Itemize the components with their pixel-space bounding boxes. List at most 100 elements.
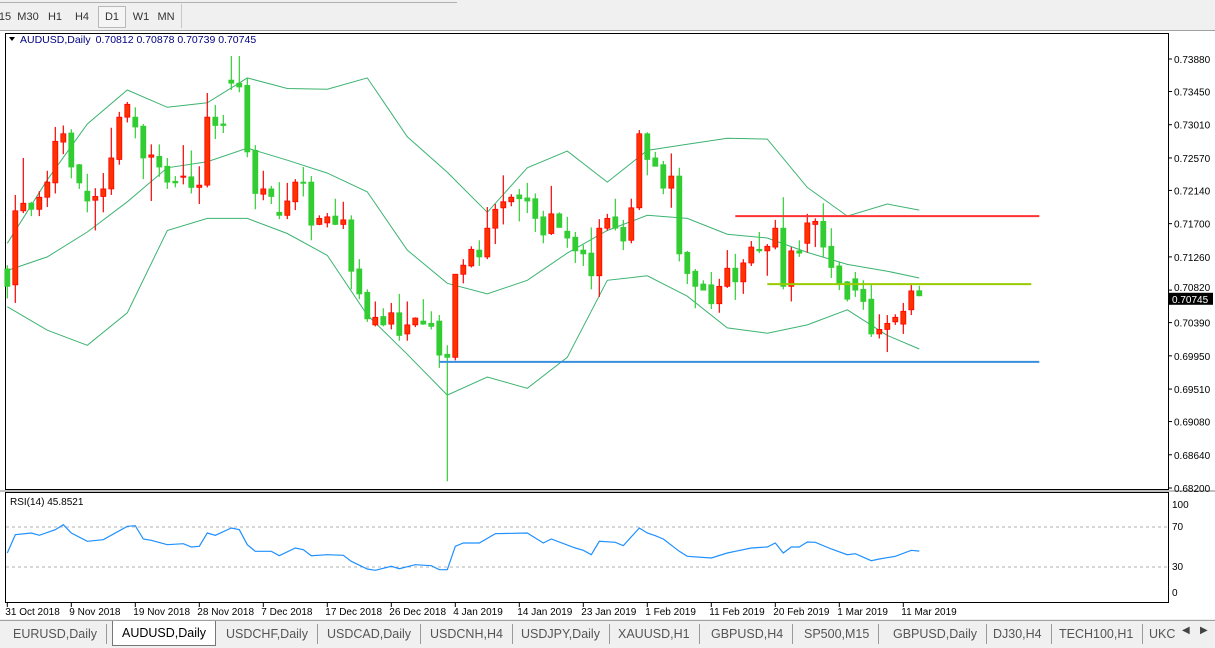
chart-tab[interactable]: AUDUSD,Daily <box>112 621 217 646</box>
candle-bearish <box>164 157 171 189</box>
candle-bearish <box>356 259 363 300</box>
timeframe-w1[interactable]: W1 <box>132 11 150 23</box>
chart-tab[interactable]: UKC <box>1149 627 1176 641</box>
chart-tab[interactable]: USDCAD,Daily <box>318 624 422 644</box>
candle-body <box>868 298 875 335</box>
candle-body <box>76 164 83 184</box>
candle-bearish <box>652 151 659 167</box>
timeframe-h1[interactable]: H1 <box>47 11 63 23</box>
candle-body <box>252 149 259 194</box>
date-tick-label: 7 Dec 2018 <box>261 607 313 618</box>
candle-bullish <box>492 204 499 245</box>
chart-tab[interactable]: USDCHF,Daily <box>217 624 318 644</box>
candle-bullish <box>468 246 475 268</box>
candle-body <box>820 220 827 248</box>
chart-tab[interactable]: EURUSD,Daily <box>4 624 108 644</box>
candle-bearish <box>796 240 803 257</box>
candle-body <box>860 288 867 302</box>
candle-bullish <box>484 207 491 260</box>
candle-body <box>508 196 515 203</box>
candle-body <box>748 246 755 264</box>
chart-tab[interactable]: TECH100,H1 <box>1050 624 1144 644</box>
ohlc-values: 0.70812 0.70878 0.70739 0.70745 <box>96 34 257 46</box>
timeframe-h4[interactable]: H4 <box>74 11 90 23</box>
candle-bearish <box>588 227 595 290</box>
candle-body <box>884 322 891 330</box>
candle-body <box>380 316 387 326</box>
price-tick-label: 0.69510 <box>1174 385 1211 396</box>
arrow-right-icon[interactable]: ▶ <box>1200 625 1208 636</box>
candle-bullish <box>804 213 811 253</box>
candle-bearish <box>300 167 307 197</box>
candle-bullish <box>876 314 883 339</box>
candle-bearish <box>188 150 195 194</box>
candle-body <box>764 245 771 252</box>
candle-body <box>620 227 627 242</box>
candle-bullish <box>628 198 635 244</box>
chart-window[interactable]: 0.73880 0.73450 0.73010 0.72570 0.72140 0.717… <box>0 31 1215 619</box>
candle-body <box>268 188 275 197</box>
candle-body <box>900 310 907 325</box>
arrow-left-icon[interactable]: ◀ <box>1182 625 1190 636</box>
candle-bullish <box>900 302 907 334</box>
toolbar-top-border <box>0 0 457 3</box>
triangle-down-icon[interactable] <box>9 37 15 41</box>
price-tick-label: 0.68640 <box>1174 451 1211 462</box>
candle-bearish <box>268 185 275 205</box>
price-tick-label: 0.73880 <box>1174 55 1211 66</box>
candle-bullish <box>124 102 131 123</box>
candle-body <box>532 198 539 219</box>
candle-body <box>188 176 195 188</box>
chart-canvas[interactable]: 0.73880 0.73450 0.73010 0.72570 0.72140 0.717… <box>0 31 1215 619</box>
date-tick-label: 23 Jan 2019 <box>581 607 636 618</box>
candle-body <box>916 290 923 297</box>
candle-bullish <box>452 273 459 361</box>
chart-tab[interactable]: GBPUSD,Daily <box>884 624 988 644</box>
candle-body <box>108 157 115 190</box>
timeframe-mn[interactable]: MN <box>157 11 175 23</box>
candle-bullish <box>716 278 723 313</box>
candle-bearish <box>444 345 451 482</box>
candle-bearish <box>396 293 403 341</box>
main-chart-frame <box>5 33 1169 490</box>
candle-body <box>292 181 299 203</box>
candle-body <box>44 181 51 198</box>
candle-bullish <box>180 145 187 185</box>
candle-bearish <box>364 289 371 322</box>
chart-tab[interactable]: USDJPY,Daily <box>512 624 610 644</box>
candle-body <box>516 194 523 200</box>
chart-tab[interactable]: GBPUSD,H4 <box>702 624 794 644</box>
candle-body <box>300 181 307 184</box>
candle-body <box>84 190 91 202</box>
candle-body <box>60 133 67 143</box>
price-tick-label: 0.68200 <box>1174 484 1211 495</box>
candle-body <box>660 164 667 189</box>
candle-bearish <box>236 55 243 93</box>
price-tick-label: 0.70820 <box>1174 283 1211 294</box>
bollinger-upper-line <box>6 77 920 244</box>
candle-body <box>276 211 283 216</box>
price-tick-label: 0.69080 <box>1174 418 1211 429</box>
chart-tab[interactable]: SP500,M15 <box>795 624 880 644</box>
candle-bearish <box>4 265 11 299</box>
candle-body <box>156 156 163 168</box>
timeframe-15[interactable]: 15 <box>0 11 12 23</box>
candle-bearish <box>916 285 923 297</box>
timeframe-d1[interactable]: D1 <box>98 6 126 28</box>
chart-tabs-bar: EURUSD,Daily AUDUSD,Daily USDCHF,Daily USDC… <box>0 620 1215 648</box>
candle-bearish <box>532 193 539 232</box>
chart-tab[interactable]: USDCNH,H4 <box>421 624 513 644</box>
candle-body <box>468 248 475 267</box>
chart-tab[interactable]: XAUUSD,H1 <box>609 624 700 644</box>
chart-tab[interactable]: DJ30,H4 <box>984 624 1052 644</box>
date-tick-label: 31 Oct 2018 <box>5 607 60 618</box>
candle-body <box>588 252 595 277</box>
current-price-box <box>1169 292 1213 305</box>
candle-bullish <box>52 126 59 194</box>
candle-bullish <box>636 129 643 211</box>
price-tick-label: 0.70390 <box>1174 319 1211 330</box>
candle-body <box>332 215 339 225</box>
candle-bullish <box>724 250 731 288</box>
candle-body <box>236 82 243 88</box>
timeframe-m30[interactable]: M30 <box>17 11 39 23</box>
